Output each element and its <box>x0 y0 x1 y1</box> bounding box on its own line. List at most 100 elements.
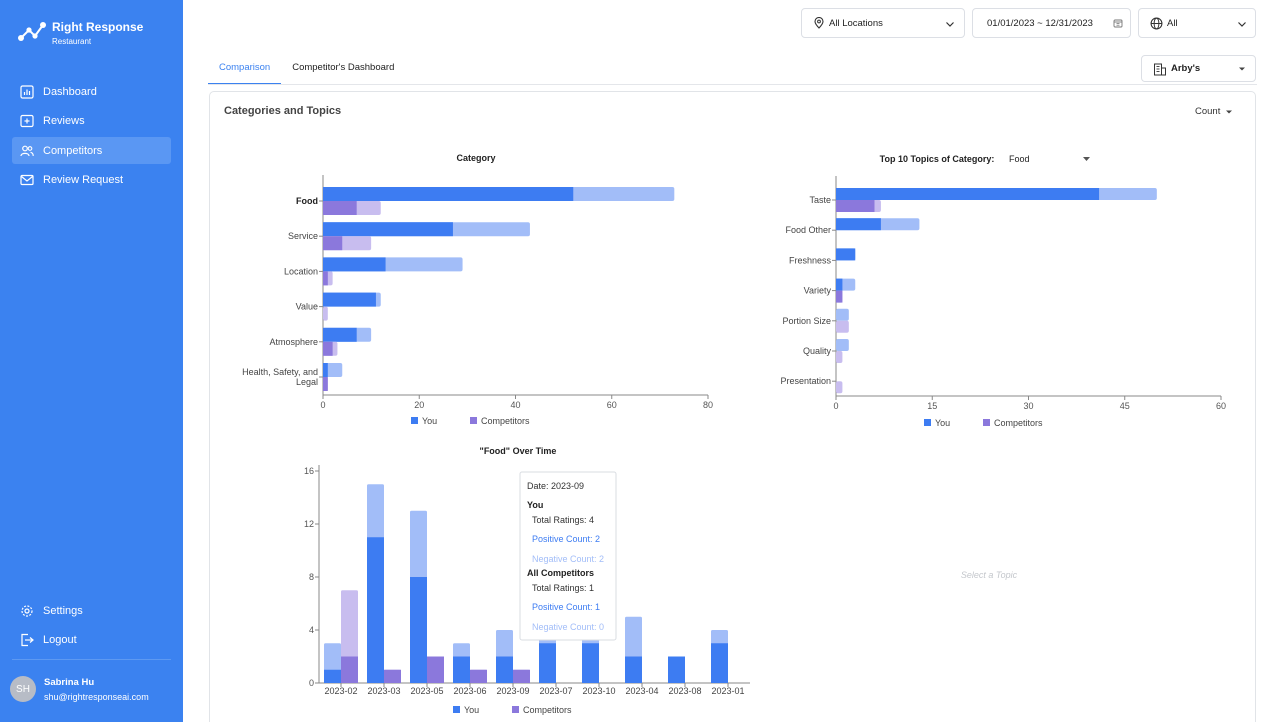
tooltip-you-total: Total Ratings: 4 <box>532 515 594 525</box>
sidebar-item-settings[interactable]: Settings <box>12 597 171 624</box>
legend-label-you[interactable]: You <box>935 418 950 428</box>
legend-label-you[interactable]: You <box>422 416 437 426</box>
y-tick-label: 8 <box>309 572 314 582</box>
bar-you-positive[interactable] <box>323 327 357 342</box>
legend-label-competitors[interactable]: Competitors <box>994 418 1043 428</box>
location-filter[interactable]: All Locations <box>801 8 965 38</box>
bar-you-positive[interactable] <box>539 643 556 683</box>
bar-competitors-positive[interactable] <box>836 290 843 303</box>
language-filter[interactable]: All <box>1138 8 1256 38</box>
bar-you-positive[interactable] <box>323 257 386 272</box>
bar-you-positive[interactable] <box>582 643 599 683</box>
dashboard-icon <box>20 84 34 99</box>
bar-you-positive[interactable] <box>453 656 470 684</box>
x-tick-label: 2023-06 <box>453 686 486 696</box>
bar-competitors-positive[interactable] <box>323 341 333 356</box>
bar-you-positive[interactable] <box>836 278 843 291</box>
sidebar-item-dashboard[interactable]: Dashboard <box>12 78 171 105</box>
legend-label-you[interactable]: You <box>464 705 479 715</box>
sidebar-item-reviews[interactable]: Reviews <box>12 108 171 135</box>
x-tick-label: 0 <box>833 401 838 411</box>
bar-competitors-total[interactable] <box>836 320 849 333</box>
y-tick-label: 12 <box>304 519 314 529</box>
y-tick-label: 16 <box>304 466 314 476</box>
bar-competitors-positive[interactable] <box>513 669 530 683</box>
globe-icon <box>1150 17 1163 29</box>
chart-title: "Food" Over Time <box>480 446 557 456</box>
x-tick-label: 2023-08 <box>668 686 701 696</box>
bar-competitors-positive[interactable] <box>384 669 401 683</box>
bar-you-positive[interactable] <box>410 577 427 683</box>
legend-label-competitors[interactable]: Competitors <box>481 416 530 426</box>
legend-swatch-competitors[interactable] <box>512 706 519 713</box>
legend-swatch-competitors[interactable] <box>983 419 990 426</box>
caret-down-icon[interactable] <box>1083 157 1090 161</box>
bar-competitors-positive[interactable] <box>470 669 487 683</box>
bar-you-positive[interactable] <box>323 363 328 377</box>
chart-title: Category <box>456 153 495 163</box>
y-tick-label: 4 <box>309 625 314 635</box>
x-tick-label: 0 <box>320 400 325 410</box>
tooltip-you-positive: Positive Count: 2 <box>532 534 600 544</box>
brand[interactable]: Right Response Restaurant <box>16 18 143 48</box>
user-email: shu@rightresponseai.com <box>44 691 149 702</box>
date-range-picker[interactable]: 01/01/2023 ~ 12/31/2023 <box>972 8 1131 38</box>
logout-icon <box>21 633 34 647</box>
sidebar-item-label: Logout <box>43 634 77 646</box>
legend-swatch-you[interactable] <box>453 706 460 713</box>
bar-competitors-total[interactable] <box>323 306 328 321</box>
bar-you-total[interactable] <box>836 308 849 321</box>
bar-competitors-total[interactable] <box>836 381 843 394</box>
bar-competitors-positive[interactable] <box>427 656 444 684</box>
tooltip-competitors-positive: Positive Count: 1 <box>532 602 600 612</box>
competitor-select[interactable]: Arby's <box>1141 55 1256 82</box>
bar-you-positive[interactable] <box>711 643 728 683</box>
brand-name: Right Response <box>52 20 144 34</box>
sidebar-item-competitors[interactable]: Competitors <box>12 137 171 164</box>
sidebar-item-review-request[interactable]: Review Request <box>12 167 171 194</box>
bar-you-positive[interactable] <box>836 188 1100 200</box>
sidebar-divider <box>12 659 171 660</box>
x-tick-label: 20 <box>414 400 424 410</box>
x-tick-label: 80 <box>703 400 713 410</box>
bar-you-positive[interactable] <box>836 248 856 261</box>
sidebar-item-logout[interactable]: Logout <box>12 627 171 654</box>
bar-competitors-positive[interactable] <box>323 201 357 215</box>
bar-competitors-positive[interactable] <box>836 200 875 212</box>
topic-category-select[interactable]: Food <box>1009 154 1030 164</box>
x-tick-label: 2023-02 <box>324 686 357 696</box>
bar-you-positive[interactable] <box>836 218 881 231</box>
legend-swatch-you[interactable] <box>411 417 418 424</box>
bar-competitors-positive[interactable] <box>323 236 343 251</box>
legend-swatch-you[interactable] <box>924 419 931 426</box>
legend-label-competitors[interactable]: Competitors <box>523 705 572 715</box>
category-label: Service <box>288 231 318 241</box>
sidebar-item-label: Review Request <box>43 174 124 186</box>
bar-competitors-positive[interactable] <box>323 377 328 391</box>
bar-you-positive[interactable] <box>323 292 376 307</box>
bar-you-positive[interactable] <box>323 187 574 201</box>
bar-you-positive[interactable] <box>625 656 642 684</box>
brand-logo-icon <box>18 22 46 41</box>
legend-swatch-competitors[interactable] <box>470 417 477 424</box>
x-tick-label: 30 <box>1023 401 1033 411</box>
bar-you-positive[interactable] <box>668 656 685 684</box>
category-label: Food Other <box>785 225 831 235</box>
gear-icon <box>21 604 33 617</box>
bar-competitors-positive[interactable] <box>341 656 358 684</box>
bar-you-positive[interactable] <box>496 656 513 684</box>
competitors-icon <box>20 145 34 156</box>
bar-competitors-positive[interactable] <box>323 271 328 286</box>
bar-you-positive[interactable] <box>367 537 384 683</box>
tooltip-date: Date: 2023-09 <box>527 481 584 491</box>
metric-select-value: Count <box>1195 106 1221 117</box>
user-profile[interactable]: SH Sabrina Hu shu@rightresponseai.com <box>10 676 149 702</box>
bar-you-total[interactable] <box>836 339 849 351</box>
chart-title: Top 10 Topics of Category: <box>880 154 995 164</box>
bar-you-positive[interactable] <box>323 222 453 237</box>
bar-competitors-total[interactable] <box>836 351 843 363</box>
metric-select[interactable]: Count <box>1195 106 1234 117</box>
tab-competitors-dashboard[interactable]: Competitor's Dashboard <box>292 62 395 73</box>
bar-you-positive[interactable] <box>324 669 341 683</box>
category-label: Value <box>296 302 318 312</box>
